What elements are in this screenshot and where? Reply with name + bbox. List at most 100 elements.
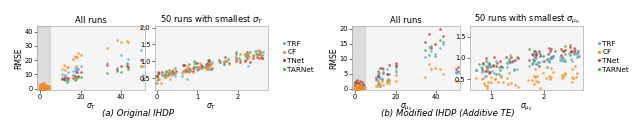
Point bbox=[570, 65, 580, 67]
Point bbox=[528, 58, 538, 60]
Point bbox=[160, 74, 170, 76]
Point bbox=[495, 60, 505, 62]
Point bbox=[352, 84, 362, 86]
Point bbox=[351, 85, 362, 87]
Point bbox=[350, 85, 360, 87]
Point bbox=[58, 68, 68, 70]
Point bbox=[35, 86, 45, 88]
Point bbox=[35, 87, 45, 89]
Point bbox=[531, 63, 541, 65]
Point bbox=[182, 70, 193, 72]
Point bbox=[352, 87, 362, 89]
Point bbox=[352, 85, 362, 87]
Point bbox=[564, 54, 575, 56]
Point bbox=[43, 86, 53, 88]
Point bbox=[162, 74, 172, 76]
Point bbox=[351, 87, 361, 89]
Point bbox=[373, 85, 383, 87]
Point bbox=[39, 82, 49, 84]
Point bbox=[354, 85, 364, 87]
Point bbox=[35, 87, 45, 89]
Point bbox=[350, 86, 360, 88]
Point bbox=[39, 88, 49, 90]
Point bbox=[351, 86, 362, 88]
Point bbox=[355, 85, 365, 87]
Point bbox=[429, 67, 440, 69]
Point bbox=[37, 87, 47, 89]
Point bbox=[170, 72, 180, 74]
Point bbox=[38, 82, 49, 84]
Point bbox=[470, 77, 481, 79]
Point bbox=[42, 86, 52, 88]
Point bbox=[36, 87, 46, 89]
Point bbox=[36, 87, 46, 89]
Point bbox=[40, 86, 50, 88]
Point bbox=[35, 87, 45, 89]
Point bbox=[205, 63, 215, 65]
Point bbox=[166, 70, 177, 72]
Point bbox=[545, 50, 555, 52]
Point bbox=[39, 87, 49, 89]
Point bbox=[353, 86, 364, 88]
Point bbox=[351, 87, 361, 89]
Point bbox=[43, 86, 53, 88]
Point bbox=[72, 76, 83, 78]
Point bbox=[38, 87, 48, 89]
Point bbox=[38, 87, 49, 89]
Point bbox=[204, 65, 214, 67]
Point bbox=[39, 87, 49, 89]
Point bbox=[36, 87, 46, 89]
Point bbox=[351, 87, 361, 89]
Point bbox=[102, 62, 113, 64]
Point bbox=[40, 87, 51, 89]
Point bbox=[36, 87, 46, 89]
Point bbox=[351, 85, 361, 87]
Point bbox=[355, 84, 365, 86]
Point bbox=[351, 87, 362, 89]
Point bbox=[350, 86, 360, 88]
Point bbox=[351, 86, 361, 88]
Point bbox=[36, 87, 47, 89]
Point bbox=[351, 87, 361, 89]
Bar bbox=[352, 26, 365, 90]
Point bbox=[242, 58, 252, 60]
Point bbox=[438, 43, 448, 45]
Point bbox=[41, 88, 51, 90]
Point bbox=[351, 86, 361, 88]
Point bbox=[220, 60, 230, 62]
Point bbox=[35, 84, 45, 86]
Point bbox=[529, 60, 540, 62]
Point bbox=[350, 88, 360, 90]
Point bbox=[38, 87, 48, 89]
Point bbox=[350, 87, 360, 89]
Point bbox=[39, 87, 49, 89]
Point bbox=[38, 87, 48, 89]
Point bbox=[36, 87, 46, 89]
Point bbox=[36, 86, 47, 88]
Point bbox=[61, 81, 72, 83]
Point bbox=[355, 86, 365, 88]
Point bbox=[234, 53, 244, 55]
Point bbox=[166, 71, 176, 73]
Point bbox=[40, 86, 50, 88]
Point bbox=[355, 86, 365, 88]
Point bbox=[37, 87, 47, 89]
Point bbox=[351, 83, 361, 85]
Point bbox=[571, 76, 581, 78]
Point bbox=[479, 82, 489, 84]
Point bbox=[527, 54, 538, 56]
Point bbox=[36, 86, 46, 88]
Point bbox=[478, 77, 488, 79]
Point bbox=[482, 85, 492, 87]
Point bbox=[353, 86, 363, 88]
Point bbox=[351, 86, 361, 88]
Point bbox=[350, 85, 360, 87]
Point bbox=[350, 83, 360, 85]
Point bbox=[36, 86, 46, 88]
Point bbox=[351, 85, 362, 87]
Point bbox=[488, 64, 498, 66]
Point bbox=[355, 86, 365, 88]
Point bbox=[451, 71, 461, 73]
Point bbox=[350, 86, 360, 88]
Point bbox=[353, 86, 363, 88]
